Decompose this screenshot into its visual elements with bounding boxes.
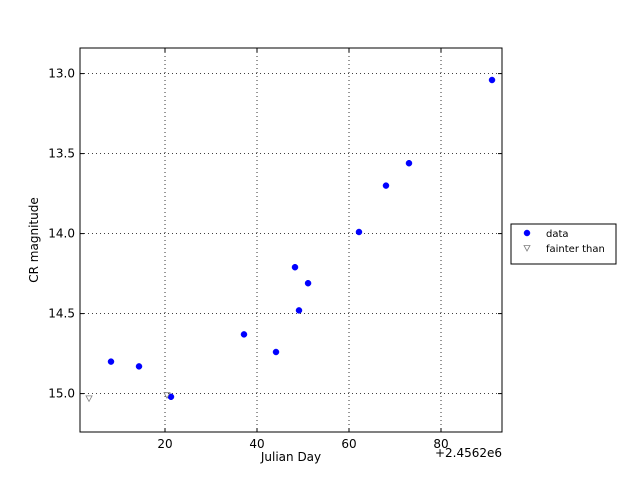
point (272, 348, 280, 356)
point (488, 76, 496, 84)
legend-marker (523, 245, 531, 252)
y-tick-label: 13.0 (48, 67, 75, 81)
x-offset-label: +2.4562e6 (435, 446, 502, 460)
point (382, 182, 390, 189)
point (295, 307, 303, 314)
plot-frame (79, 47, 503, 433)
point (304, 279, 312, 287)
y-tick-label: 14.5 (48, 307, 75, 321)
x-axis-label: Julian Day (260, 450, 321, 464)
y-axis-label: CR magnitude (27, 197, 41, 282)
point (85, 395, 93, 403)
x-tick-label: 40 (249, 437, 264, 451)
legend-label: data (546, 229, 569, 240)
point (163, 392, 171, 400)
point (355, 228, 363, 236)
point (291, 263, 299, 271)
x-tick-label: 20 (157, 437, 172, 451)
point (135, 363, 143, 370)
legend-label: fainter than (546, 244, 605, 255)
y-tick-label: 14.0 (48, 227, 75, 241)
y-tick-label: 13.5 (48, 147, 75, 161)
x-tick-label: 60 (341, 437, 356, 451)
legend-marker (523, 229, 531, 237)
y-tick-label: 15.0 (48, 387, 75, 401)
point (240, 331, 248, 338)
x-tick-label: 80 (433, 437, 448, 451)
point (405, 159, 413, 167)
point (107, 358, 115, 365)
